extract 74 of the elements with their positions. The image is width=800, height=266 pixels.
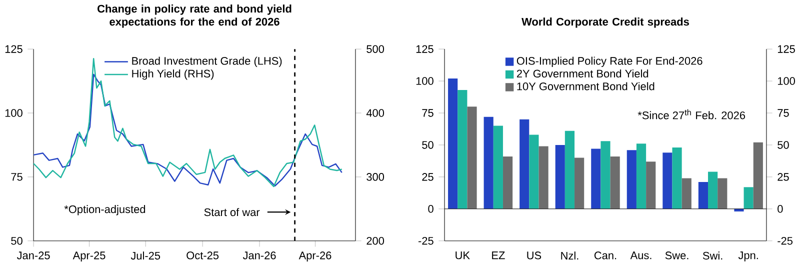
bar — [610, 156, 620, 209]
y-tick-label: 50 — [11, 236, 22, 245]
x-tick-label: Jul-25 — [130, 252, 160, 260]
x-tick-label: Jpn. — [738, 252, 758, 262]
y-tick-label: 125 — [5, 45, 22, 53]
x-tick-label: US — [527, 252, 542, 260]
y-tick-label: 25 — [422, 173, 434, 181]
bar — [600, 141, 610, 209]
bar — [744, 187, 754, 209]
bar — [467, 106, 477, 209]
bar — [646, 162, 656, 209]
y-tick-label: 100 — [5, 109, 22, 117]
x-tick-label: Apr-25 — [72, 252, 106, 262]
bar — [574, 158, 584, 209]
bar — [564, 130, 575, 209]
bar — [529, 134, 539, 209]
bar — [698, 182, 708, 209]
bar — [458, 90, 468, 209]
y2-tick-label: 500 — [366, 45, 384, 53]
annotation: *Since 27$^{th}$ Feb. 2026 — [638, 109, 746, 120]
x-tick-label: UK — [456, 252, 470, 260]
bar — [448, 78, 458, 209]
legend-label: 10Y Government Bond Yield — [517, 82, 654, 90]
bar — [662, 152, 672, 209]
x-tick-label: Swe. — [665, 252, 688, 260]
bar — [555, 144, 565, 209]
y2-tick-label: 300 — [366, 173, 384, 181]
bar — [636, 144, 646, 209]
legend-label: 2Y Government Bond Yield — [516, 69, 648, 78]
y-tick-label: 100 — [416, 77, 434, 85]
y2-tick-label: 0 — [778, 204, 783, 213]
bar — [493, 126, 503, 209]
legend-label: High Yield (RHS) — [132, 69, 214, 80]
bar — [502, 156, 513, 209]
y-tick-label: 0 — [428, 204, 434, 213]
y2-tick-label: 125 — [778, 45, 795, 53]
y2-tick-label: 50 — [778, 141, 789, 149]
x-tick-label: Can. — [594, 252, 616, 260]
y2-tick-label: 400 — [366, 109, 384, 117]
x-tick-label: Nzl. — [561, 252, 578, 260]
y-tick-label: 75 — [11, 173, 22, 181]
bar — [520, 119, 530, 209]
bar — [538, 146, 548, 209]
x-tick-label: EZ — [492, 252, 505, 260]
x-tick-label: Aus. — [630, 252, 652, 260]
y2-tick-label: -25 — [778, 236, 793, 245]
bar — [708, 172, 718, 209]
y2-tick-label: 25 — [778, 173, 789, 181]
y-tick-label: -25 — [418, 236, 434, 245]
annotation: *Option-adjusted — [64, 205, 146, 216]
y2-tick-label: 100 — [778, 77, 796, 85]
x-tick-label: Jan-26 — [242, 252, 276, 260]
chart-title: World Corporate Credit spreads — [522, 18, 689, 28]
x-tick-label: Swi. — [702, 252, 722, 260]
ref-line-label: Start of war — [204, 208, 260, 216]
legend-label: OIS-Implied Policy Rate For End-2026 — [516, 56, 702, 67]
x-tick-label: Oct-25 — [186, 252, 219, 260]
x-tick-label: Apr-26 — [298, 252, 332, 262]
bar — [591, 148, 601, 209]
y-tick-label: 75 — [422, 109, 434, 117]
y2-tick-label: 75 — [778, 109, 789, 117]
bar — [718, 178, 728, 209]
bar — [484, 116, 494, 209]
x-tick-label: Jan-25 — [16, 252, 50, 260]
bar — [672, 148, 682, 209]
chart-title: Change in policy rate and bond yield expectations for the end of 2026 — [98, 4, 292, 28]
bar — [734, 208, 744, 212]
y2-tick-label: 200 — [366, 236, 384, 245]
legend-label: Broad Investment Grade (LHS) — [132, 56, 282, 67]
bar — [682, 178, 692, 209]
bar — [753, 142, 763, 209]
y-tick-label: 50 — [422, 141, 434, 149]
y-tick-label: 125 — [416, 45, 434, 53]
bar — [626, 150, 636, 209]
